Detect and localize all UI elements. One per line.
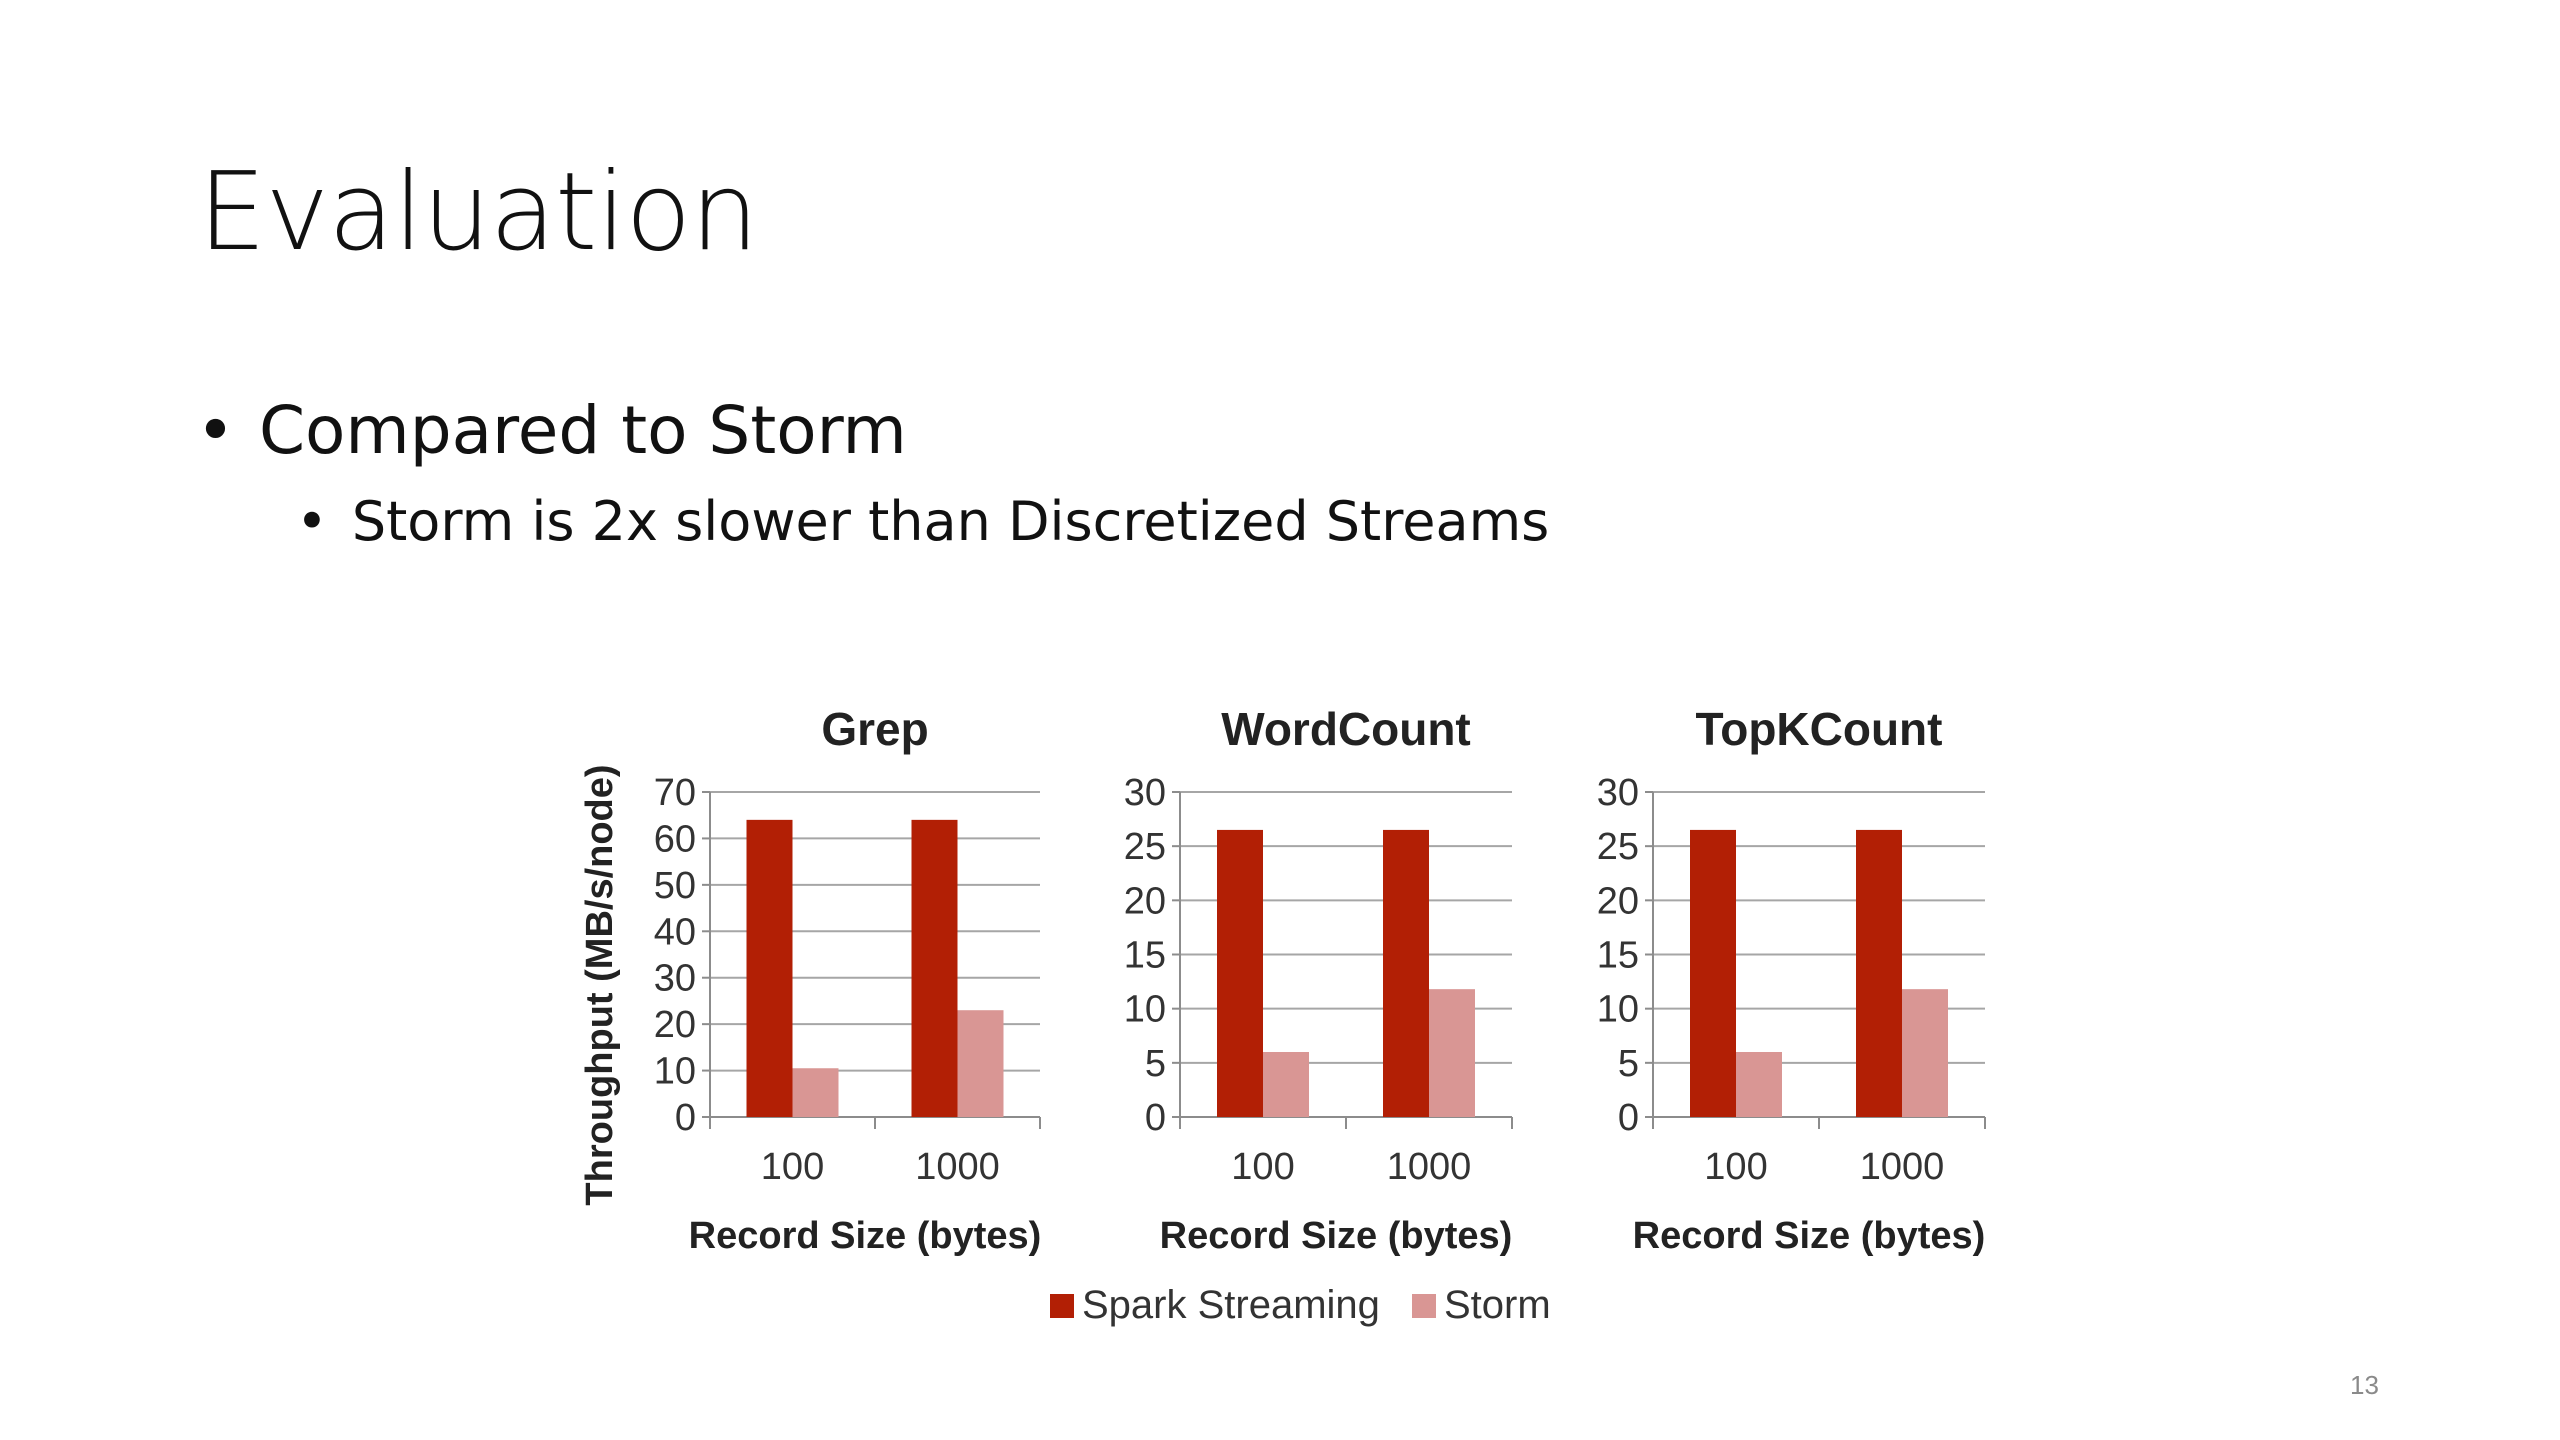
bullet-level-1: • Compared to Storm	[196, 392, 907, 469]
bar-spark-streaming	[1856, 829, 1902, 1117]
y-tick-label: 10	[1124, 989, 1166, 1031]
y-tick-label: 5	[1618, 1043, 1639, 1085]
chart-title: WordCount	[1221, 703, 1471, 755]
y-tick-label: 20	[1597, 880, 1639, 922]
legend-swatch-spark-streaming	[1050, 1294, 1074, 1318]
y-tick-label: 30	[1597, 772, 1639, 814]
bar-storm	[1902, 989, 1948, 1117]
bar-spark-streaming	[746, 819, 793, 1117]
bar-spark-streaming	[1690, 829, 1736, 1117]
x-tick-label: 100	[1704, 1146, 1767, 1188]
bar-spark-streaming	[1383, 829, 1429, 1117]
bar-storm	[1429, 989, 1475, 1117]
x-tick-label: 1000	[915, 1146, 1000, 1188]
bar-storm	[792, 1068, 839, 1117]
y-tick-label: 30	[1124, 772, 1166, 814]
y-tick-label: 20	[654, 1004, 696, 1046]
y-axis-label: Throughput (MB/s/node)	[579, 764, 621, 1205]
y-tick-label: 10	[654, 1051, 696, 1093]
legend-swatch-storm	[1412, 1294, 1436, 1318]
y-tick-label: 20	[1124, 880, 1166, 922]
page-number: 13	[2350, 1370, 2379, 1400]
y-tick-label: 40	[654, 911, 696, 953]
bullet-dot: •	[296, 490, 328, 553]
y-tick-label: 25	[1597, 826, 1639, 868]
bullet-level-2: • Storm is 2x slower than Discretized Str…	[296, 490, 1549, 553]
bar-spark-streaming	[1217, 829, 1263, 1117]
x-tick-label: 1000	[1387, 1146, 1472, 1188]
bar-storm	[1736, 1052, 1782, 1117]
legend-label: Storm	[1444, 1283, 1551, 1327]
chart-title: Grep	[821, 703, 928, 755]
chart-title: TopKCount	[1696, 703, 1943, 755]
x-axis-label: Record Size (bytes)	[689, 1215, 1042, 1257]
bar-storm	[1263, 1052, 1309, 1117]
y-tick-label: 15	[1124, 935, 1166, 977]
x-axis-label: Record Size (bytes)	[1633, 1215, 1986, 1257]
bar-spark-streaming	[911, 819, 958, 1117]
slide-title: Evaluation	[198, 150, 759, 275]
bullet-text: Compared to Storm	[258, 392, 907, 469]
y-tick-label: 15	[1597, 935, 1639, 977]
y-tick-label: 5	[1145, 1043, 1166, 1085]
y-tick-label: 50	[654, 865, 696, 907]
y-tick-label: 60	[654, 818, 696, 860]
bullet-dot: •	[196, 392, 235, 469]
legend-label: Spark Streaming	[1082, 1283, 1380, 1327]
x-tick-label: 100	[761, 1146, 824, 1188]
x-tick-label: 100	[1231, 1146, 1294, 1188]
x-axis-label: Record Size (bytes)	[1160, 1215, 1513, 1257]
x-tick-label: 1000	[1860, 1146, 1945, 1188]
y-tick-label: 25	[1124, 826, 1166, 868]
y-tick-label: 30	[654, 958, 696, 1000]
bar-storm	[957, 1010, 1004, 1117]
bullet-text: Storm is 2x slower than Discretized Stre…	[351, 490, 1550, 553]
y-tick-label: 0	[675, 1097, 696, 1139]
y-tick-label: 0	[1145, 1097, 1166, 1139]
y-tick-label: 70	[654, 772, 696, 814]
y-tick-label: 0	[1618, 1097, 1639, 1139]
y-tick-label: 10	[1597, 989, 1639, 1031]
